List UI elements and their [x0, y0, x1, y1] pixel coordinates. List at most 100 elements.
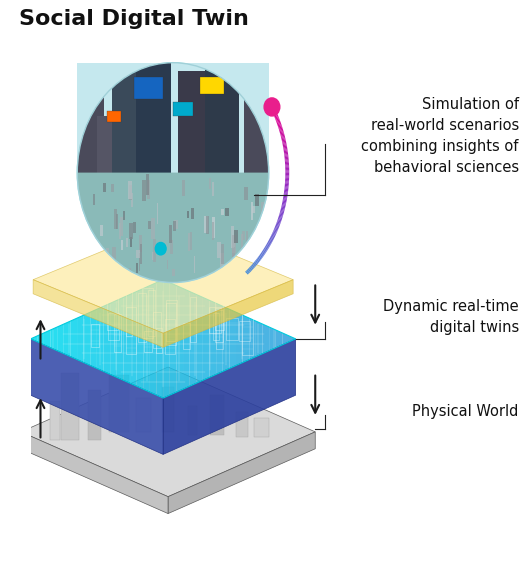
Polygon shape [263, 324, 269, 354]
Bar [136, 398, 151, 432]
Polygon shape [143, 285, 150, 392]
Polygon shape [249, 318, 256, 359]
Bar [121, 240, 123, 250]
Polygon shape [33, 226, 293, 333]
Polygon shape [51, 327, 57, 351]
Text: Simulation of
real-world scenarios
combining insights of
behavioral sciences: Simulation of real-world scenarios combi… [361, 97, 519, 175]
Bar [209, 307, 221, 333]
Bar [212, 223, 214, 241]
Bar [253, 251, 256, 261]
Bar [157, 203, 158, 224]
Bar [241, 234, 243, 254]
Bar [239, 321, 250, 341]
Bar [213, 313, 219, 340]
Bar [129, 223, 133, 238]
Bar [105, 257, 108, 273]
Bar [173, 102, 193, 116]
Bar [126, 286, 133, 336]
Bar [257, 251, 260, 264]
Bar [145, 331, 151, 353]
Polygon shape [64, 321, 70, 357]
Bar [106, 282, 118, 331]
Bar [136, 250, 140, 258]
Bar [232, 243, 235, 258]
Bar [130, 237, 133, 247]
Polygon shape [163, 339, 295, 454]
Bar [116, 214, 118, 229]
Circle shape [156, 242, 166, 255]
Polygon shape [123, 294, 130, 383]
Bar [261, 202, 265, 213]
Bar [109, 376, 129, 432]
Bar [221, 209, 224, 215]
Polygon shape [209, 301, 216, 377]
Bar [92, 194, 94, 205]
Bar [246, 231, 248, 249]
Bar [111, 264, 114, 275]
Bar [256, 259, 258, 269]
Bar [162, 387, 174, 432]
Bar [147, 180, 150, 199]
Bar [98, 257, 100, 264]
Bar [62, 373, 78, 440]
Text: Social Digital Twin: Social Digital Twin [19, 9, 248, 29]
Bar [118, 223, 121, 239]
Bar [139, 234, 141, 252]
Bar [244, 187, 247, 200]
Text: Physical World: Physical World [412, 403, 519, 419]
Bar [111, 184, 114, 192]
Bar [129, 185, 132, 199]
Bar [136, 263, 138, 273]
Bar [217, 242, 221, 258]
Polygon shape [289, 336, 295, 342]
Bar [166, 303, 176, 345]
Bar [265, 240, 267, 253]
Bar [170, 240, 173, 254]
Bar [106, 248, 109, 268]
Polygon shape [168, 432, 315, 514]
Bar [235, 412, 248, 437]
Polygon shape [276, 330, 282, 347]
Polygon shape [176, 285, 183, 392]
Bar [194, 257, 195, 273]
Bar [140, 244, 142, 264]
Bar [143, 288, 153, 338]
Bar [102, 184, 106, 192]
Bar [189, 297, 196, 342]
Polygon shape [117, 297, 123, 380]
Bar [221, 244, 224, 264]
Polygon shape [203, 297, 209, 380]
Bar [226, 318, 238, 340]
Bar [133, 223, 136, 233]
Bar [183, 323, 190, 349]
Bar [139, 253, 140, 271]
Bar [174, 220, 177, 229]
Bar [169, 225, 172, 242]
Polygon shape [163, 280, 293, 347]
Bar [172, 269, 175, 276]
Bar [200, 77, 224, 94]
Bar [112, 247, 116, 262]
Polygon shape [31, 339, 163, 454]
Polygon shape [137, 289, 143, 389]
Bar [182, 180, 185, 196]
Bar [190, 232, 192, 250]
Bar [138, 293, 146, 342]
Bar [128, 181, 132, 199]
Polygon shape [84, 312, 90, 366]
Bar [126, 238, 128, 247]
Bar [152, 251, 154, 260]
Bar [129, 268, 130, 275]
Polygon shape [130, 292, 137, 386]
Bar [212, 218, 215, 238]
Bar [187, 211, 189, 218]
Bar [165, 319, 175, 354]
Polygon shape [33, 280, 163, 347]
Polygon shape [150, 282, 157, 395]
Bar [146, 174, 149, 195]
Circle shape [77, 63, 269, 282]
Polygon shape [183, 289, 189, 389]
Polygon shape [44, 330, 51, 347]
Bar [178, 71, 207, 172]
Polygon shape [90, 309, 97, 368]
